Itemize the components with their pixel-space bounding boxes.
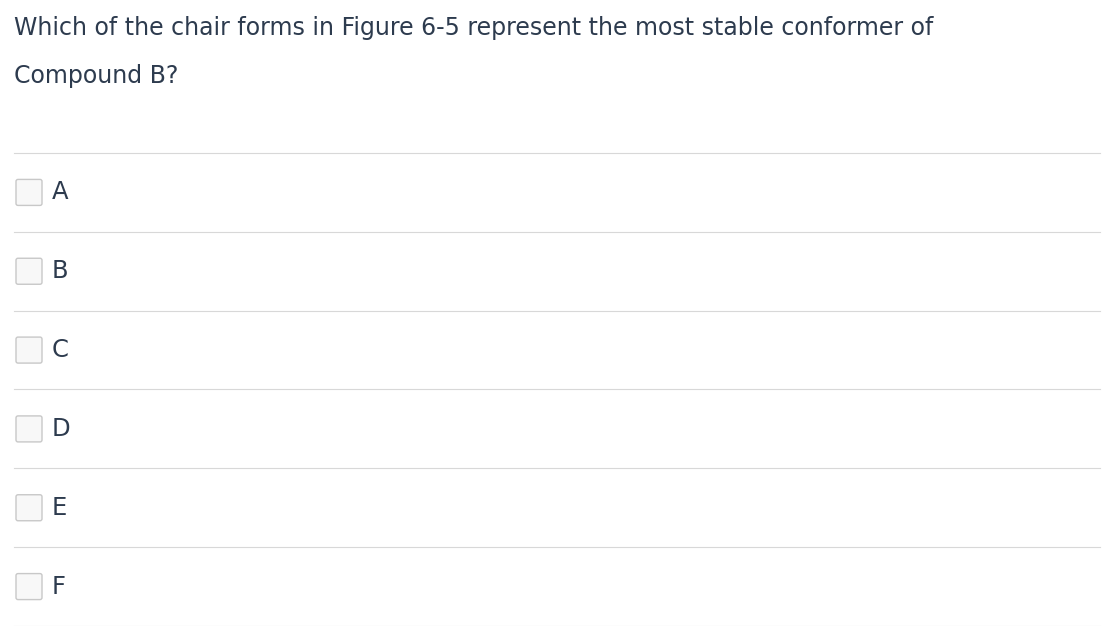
FancyBboxPatch shape [16,416,42,442]
Text: Which of the chair forms in Figure 6-5 represent the most stable conformer of: Which of the chair forms in Figure 6-5 r… [14,16,934,40]
FancyBboxPatch shape [16,259,42,284]
Text: F: F [52,575,66,598]
FancyBboxPatch shape [16,337,42,363]
Text: E: E [52,496,67,520]
FancyBboxPatch shape [16,573,42,600]
FancyBboxPatch shape [16,495,42,521]
Text: B: B [52,259,69,283]
Text: A: A [52,180,69,205]
Text: D: D [52,417,70,441]
Text: Compound B?: Compound B? [14,64,178,88]
FancyBboxPatch shape [16,180,42,205]
Text: C: C [52,338,69,362]
